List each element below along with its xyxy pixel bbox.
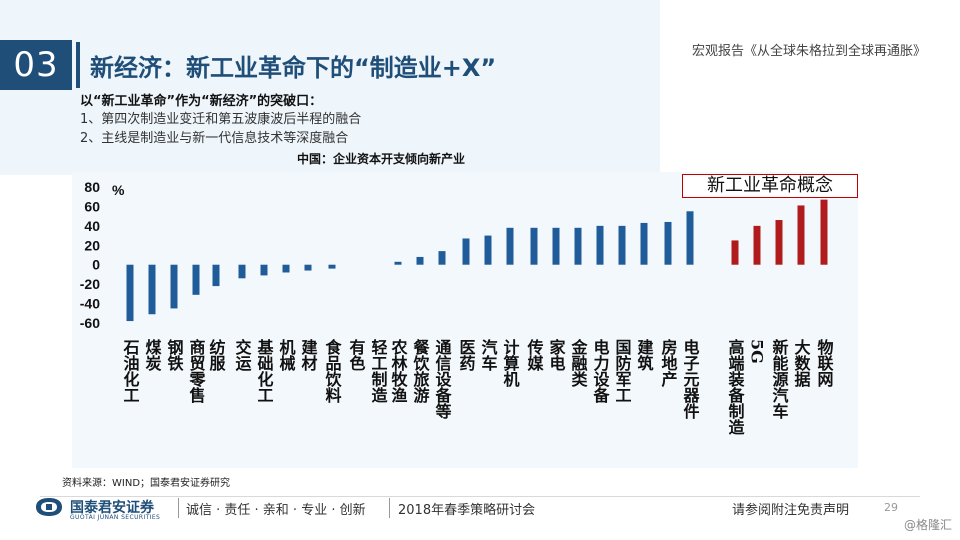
bar-建材 [304, 264, 312, 271]
x-tick-label: 通信设备等 [433, 339, 453, 420]
bar-高端装备制造 [731, 240, 739, 265]
bar-电子元器件 [686, 211, 694, 265]
y-axis-unit-label: % [112, 182, 125, 198]
company-slogan: 诚信 · 责任 · 亲和 · 专业 · 创新 [186, 503, 366, 518]
new-industry-concept-label: 新工业革命概念 [682, 174, 858, 198]
bar-基础化工 [260, 264, 268, 276]
x-tick-label: 钢铁 [165, 338, 184, 372]
footer-divider [40, 496, 920, 497]
x-tick-label: 国防军工 [613, 339, 632, 403]
bar-计算机 [506, 227, 514, 265]
x-tick-label: 餐饮旅游 [411, 338, 431, 404]
bar-纺服 [212, 264, 220, 287]
bar-餐饮旅游 [416, 256, 424, 265]
bar-农林牧渔 [394, 261, 402, 265]
company-name-english: GUOTAI JUNAN SECURITIES [70, 514, 161, 521]
bar-通信设备等 [438, 251, 446, 265]
chart-title: 中国：企业资本开支倾向新产业 [297, 152, 466, 166]
bar-机械 [282, 264, 290, 273]
x-tick-label: 基础化工 [255, 338, 275, 403]
page-number: 29 [884, 501, 898, 514]
x-tick-label: 医药 [457, 339, 476, 372]
x-tick-label: 电力设备 [591, 338, 611, 404]
y-tick-label: 0 [92, 257, 100, 273]
bar-建筑 [640, 222, 648, 265]
watermark: @格隆汇 [903, 518, 952, 532]
x-tick-label: 建筑 [635, 339, 654, 371]
bar-金融类 [574, 227, 582, 265]
bar-交运 [238, 264, 246, 279]
chart-background [72, 172, 858, 468]
x-tick-label: 轻工制造 [369, 338, 388, 403]
section-number: 03 [0, 40, 72, 90]
source-note: 资料来源：WIND；国泰君安证券研究 [62, 478, 231, 489]
x-tick-label: 建材 [299, 339, 318, 372]
bar-电力设备 [596, 225, 604, 265]
bar-传媒 [530, 227, 538, 265]
header-background [0, 0, 660, 175]
bar-5G [753, 225, 761, 265]
bullet-item-2: 2、主线是制造业与新一代信息技术等深度融合 [80, 131, 349, 146]
report-name: 宏观报告《从全球朱格拉到全球再通胀》 [691, 44, 926, 59]
x-tick-label: 5G [748, 339, 767, 364]
x-tick-label: 大数据 [792, 338, 811, 388]
x-tick-label: 家电 [547, 338, 566, 371]
bar-chart: 80 60 40 20 0 -20 -40 -60% 石油化工 煤炭 钢铁 商贸零售 纺服 交运 基础化工机… [80, 179, 834, 435]
company-logo-icon [36, 498, 62, 516]
x-tick-label: 计算机 [501, 338, 520, 388]
bullet-item-1: 1、第四次制造业变迁和第五波康波后半程的融合 [80, 112, 362, 127]
bullet-heading: 以“新工业革命”作为“新经济”的突破口： [80, 94, 323, 109]
footer-separator [178, 498, 179, 518]
x-tick-label: 金融类 [569, 338, 589, 388]
bar-物联网 [820, 199, 828, 265]
bar-国防军工 [618, 225, 626, 265]
bar-商贸零售 [192, 264, 200, 295]
page-title: 新经济：新工业革命下的“制造业+X” [90, 54, 497, 82]
x-tick-label: 商贸零售 [187, 338, 207, 404]
bar-大数据 [797, 205, 805, 265]
x-tick-label: 煤炭 [143, 338, 162, 372]
x-tick-label: 电子元器件 [681, 338, 701, 420]
y-tick-label: -20 [80, 276, 100, 292]
bar-汽车 [484, 235, 492, 265]
y-tick-label: -40 [80, 296, 100, 312]
x-tick-label: 物联网 [815, 338, 834, 388]
disclaimer-note: 请参阅附注免责声明 [732, 503, 850, 518]
x-tick-label: 新能源汽车 [770, 338, 789, 420]
x-tick-label: 石油化工 [121, 339, 141, 403]
y-tick-label: 40 [84, 218, 100, 234]
y-tick-label: 80 [84, 179, 100, 195]
bar-石油化工 [126, 264, 134, 322]
bar-煤炭 [148, 264, 156, 315]
y-tick-label: 20 [84, 237, 100, 253]
title-accent-bar [76, 42, 80, 88]
bar-房地产 [664, 221, 672, 265]
bar-医药 [462, 238, 470, 265]
x-tick-label: 房地产 [659, 338, 678, 388]
bar-食品饮料 [328, 264, 336, 269]
y-tick-label: -60 [80, 315, 100, 331]
bar-钢铁 [170, 264, 178, 309]
conference-name: 2018年春季策略研讨会 [398, 503, 536, 518]
bar-新能源汽车 [775, 220, 783, 265]
x-tick-label: 食品饮料 [323, 338, 343, 404]
x-tick-label: 机械 [277, 338, 296, 372]
footer-separator [389, 498, 390, 518]
bar-家电 [552, 227, 560, 265]
x-tick-label: 有色 [347, 338, 366, 371]
x-tick-label: 汽车 [479, 338, 498, 372]
x-tick-label: 纺服 [207, 338, 226, 372]
company-name: 国泰君安证券 [70, 500, 154, 516]
x-tick-label: 农林牧渔 [389, 338, 409, 404]
y-tick-label: 60 [84, 198, 100, 214]
x-tick-label: 交运 [233, 338, 252, 372]
x-tick-label: 传媒 [525, 338, 545, 372]
x-tick-label: 高端装备制造 [726, 338, 746, 435]
